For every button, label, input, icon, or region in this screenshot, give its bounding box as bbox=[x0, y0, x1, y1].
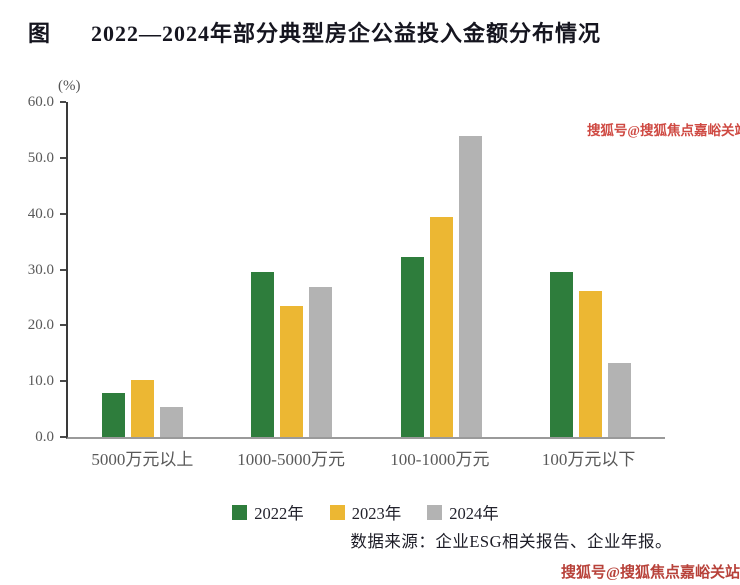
bar bbox=[251, 272, 275, 437]
bar bbox=[160, 407, 184, 437]
y-tick-mark bbox=[60, 380, 66, 383]
y-tick-label: 0.0 bbox=[35, 429, 54, 445]
bar bbox=[578, 290, 602, 437]
bar bbox=[429, 217, 453, 437]
bar-group bbox=[217, 102, 366, 437]
x-category-label: 5000万元以上 bbox=[91, 450, 194, 469]
x-category-label: 100万元以下 bbox=[541, 450, 636, 469]
page-title: 图 2022—2024年部分典型房企公益投入金额分布情况 bbox=[28, 16, 601, 48]
y-tick-label: 30.0 bbox=[27, 261, 54, 278]
legend-swatch bbox=[329, 504, 345, 520]
y-tick-mark bbox=[60, 436, 66, 438]
watermark-top: 搜狐号@搜狐焦点嘉峪关站 bbox=[586, 123, 740, 138]
legend-label: 2022年 bbox=[254, 504, 304, 523]
y-tick-mark bbox=[60, 101, 66, 103]
legend-swatch bbox=[232, 504, 248, 520]
watermark-bottom: 搜狐号@搜狐焦点嘉峪关站 bbox=[561, 565, 740, 581]
bar bbox=[309, 287, 333, 437]
bar-group bbox=[68, 102, 217, 437]
legend-item: 2024年 bbox=[427, 500, 499, 524]
y-tick-mark bbox=[60, 212, 66, 215]
y-tick-label: 60.0 bbox=[27, 94, 54, 110]
legend-swatch bbox=[427, 504, 443, 520]
bar bbox=[458, 136, 482, 437]
x-axis-labels: 5000万元以上 1000-5000万元 100-1000万元 100万元以下 bbox=[68, 445, 663, 470]
legend-item: 2022年 bbox=[232, 500, 304, 524]
y-tick-label: 40.0 bbox=[27, 205, 54, 222]
legend-label: 2023年 bbox=[351, 504, 402, 523]
y-tick-mark bbox=[60, 324, 66, 327]
figure-label: 图 bbox=[28, 21, 52, 46]
data-source-note: 数据来源：企业ESG相关报告、企业年报。 bbox=[350, 532, 672, 551]
bar bbox=[607, 362, 631, 437]
y-tick-label: 10.0 bbox=[27, 373, 54, 390]
bar bbox=[131, 379, 155, 437]
chart-legend: 2022年 2023年 2024年 bbox=[68, 500, 663, 524]
bar-group bbox=[516, 102, 665, 437]
y-tick-mark bbox=[60, 268, 66, 271]
bar bbox=[549, 272, 573, 437]
x-category-label: 100-1000万元 bbox=[390, 450, 490, 469]
bar-group bbox=[367, 102, 516, 437]
y-tick-label: 50.0 bbox=[27, 149, 54, 166]
bar bbox=[102, 392, 126, 437]
y-tick-label: 20.0 bbox=[27, 317, 54, 334]
legend-item: 2023年 bbox=[329, 500, 402, 524]
bar bbox=[280, 305, 304, 437]
x-category-label: 1000-5000万元 bbox=[237, 450, 345, 469]
y-axis: 60.0 50.0 40.0 30.0 20.0 10.0 0.0 bbox=[0, 94, 66, 445]
plot-area bbox=[66, 102, 665, 439]
legend-label: 2024年 bbox=[449, 504, 499, 523]
y-tick-mark bbox=[60, 156, 66, 159]
y-axis-unit-label: (%) bbox=[58, 78, 81, 94]
bar bbox=[400, 256, 424, 437]
chart-title: 2022—2024年部分典型房企公益投入金额分布情况 bbox=[91, 21, 602, 46]
